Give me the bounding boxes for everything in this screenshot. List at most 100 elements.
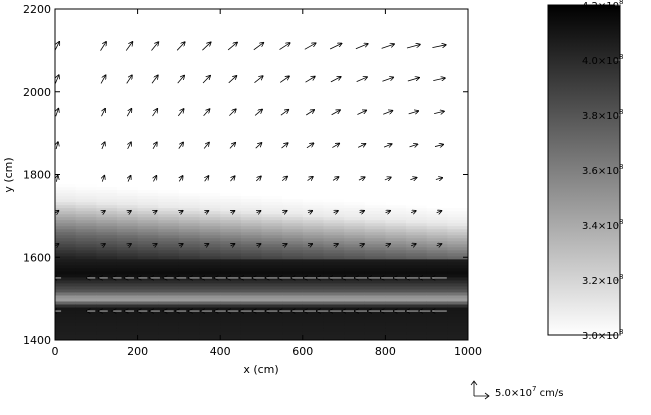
heatmap-cell (220, 180, 242, 185)
heatmap-cell (344, 315, 366, 320)
heatmap-cell (447, 69, 468, 73)
heatmap-cell (55, 315, 77, 320)
heatmap-cell (220, 225, 242, 230)
heatmap-cell (55, 282, 77, 287)
heatmap-cell (96, 312, 118, 317)
heatmap-cell (302, 159, 325, 164)
heatmap-cell (447, 249, 468, 254)
heatmap-cell (158, 141, 180, 146)
heatmap-cell (282, 150, 304, 155)
heatmap-cell (364, 42, 386, 46)
heatmap-cell (178, 30, 201, 34)
velocity-arrow (231, 211, 235, 213)
heatmap-cell (344, 153, 366, 158)
heatmap-cell (385, 84, 407, 88)
heatmap-cell (178, 108, 201, 112)
heatmap-cell (96, 255, 118, 260)
heatmap-cell (199, 264, 221, 269)
heatmap-cell (220, 30, 242, 34)
heatmap-cell (96, 180, 118, 185)
heatmap-cell (199, 48, 221, 52)
heatmap-cell (178, 156, 201, 161)
heatmap-cell (178, 141, 201, 146)
heatmap-cell (344, 318, 366, 323)
heatmap-cell (426, 126, 448, 130)
heatmap-cell (426, 165, 448, 170)
heatmap-cell (426, 96, 448, 100)
heatmap-cell (447, 153, 468, 158)
heatmap-cell (178, 126, 201, 130)
heatmap-cell (116, 48, 139, 52)
heatmap-cell (282, 330, 304, 335)
heatmap-cell (447, 60, 468, 64)
heatmap-cell (96, 234, 118, 239)
heatmap-cell (75, 195, 97, 200)
heatmap-cell (385, 318, 407, 323)
velocity-arrow (205, 176, 209, 182)
heatmap-cell (282, 153, 304, 158)
heatmap-cell (137, 234, 159, 239)
heatmap-cell (261, 291, 283, 296)
heatmap-cell (220, 246, 242, 251)
heatmap-cell (323, 246, 345, 251)
heatmap-cell (55, 162, 77, 167)
heatmap-cell (178, 12, 201, 16)
heatmap-cell (282, 69, 304, 73)
heatmap-cell (302, 51, 325, 55)
heatmap-cell (75, 156, 97, 161)
heatmap-cell (406, 267, 428, 272)
velocity-arrow (125, 42, 132, 51)
heatmap-cell (406, 27, 428, 31)
heatmap-cell (240, 108, 263, 112)
heatmap-cell (158, 78, 180, 82)
heatmap-cell (55, 144, 77, 149)
heatmap-cell (55, 210, 77, 215)
heatmap-cell (178, 33, 201, 37)
heatmap-cell (55, 69, 77, 73)
heatmap-cell (240, 333, 263, 338)
velocity-arrow (410, 244, 416, 246)
heatmap-cell (178, 147, 201, 152)
heatmap-cell (116, 12, 139, 16)
y-tick-label: 1800 (23, 169, 51, 182)
heatmap-cell (75, 249, 97, 254)
heatmap-cell (344, 174, 366, 179)
heatmap-cell (137, 30, 159, 34)
heatmap-cell (282, 297, 304, 302)
heatmap-cell (406, 264, 428, 269)
heatmap-cell (323, 183, 345, 188)
heatmap-cell (385, 33, 407, 37)
velocity-arrow (308, 244, 312, 246)
heatmap-cell (96, 33, 118, 37)
heatmap-cell (385, 243, 407, 248)
heatmap-cell (96, 69, 118, 73)
heatmap-cell (240, 165, 263, 170)
heatmap-cell (323, 150, 345, 155)
heatmap-cell (137, 162, 159, 167)
heatmap-cell (55, 183, 77, 188)
heatmap-cell (364, 285, 386, 290)
heatmap-cell (364, 327, 386, 332)
heatmap-cell (75, 264, 97, 269)
velocity-arrow (128, 211, 131, 213)
y-tick-label: 1600 (23, 251, 51, 264)
velocity-arrow (203, 109, 210, 117)
heatmap-cell (55, 204, 77, 209)
heatmap-cell (55, 246, 77, 251)
heatmap-cell (426, 330, 448, 335)
heatmap-cell (447, 9, 468, 13)
heatmap-cell (96, 267, 118, 272)
heatmap-cell (158, 42, 180, 46)
heatmap-cell (302, 150, 325, 155)
heatmap-cell (220, 282, 242, 287)
heatmap-cell (302, 204, 325, 209)
heatmap-cell (261, 300, 283, 305)
heatmap-cell (282, 60, 304, 64)
heatmap-cell (96, 30, 118, 34)
heatmap-cell (75, 207, 97, 212)
heatmap-cell (261, 228, 283, 233)
heatmap-cell (302, 132, 325, 136)
heatmap-cell (116, 192, 139, 197)
heatmap-cell (178, 195, 201, 200)
heatmap-cell (385, 294, 407, 299)
